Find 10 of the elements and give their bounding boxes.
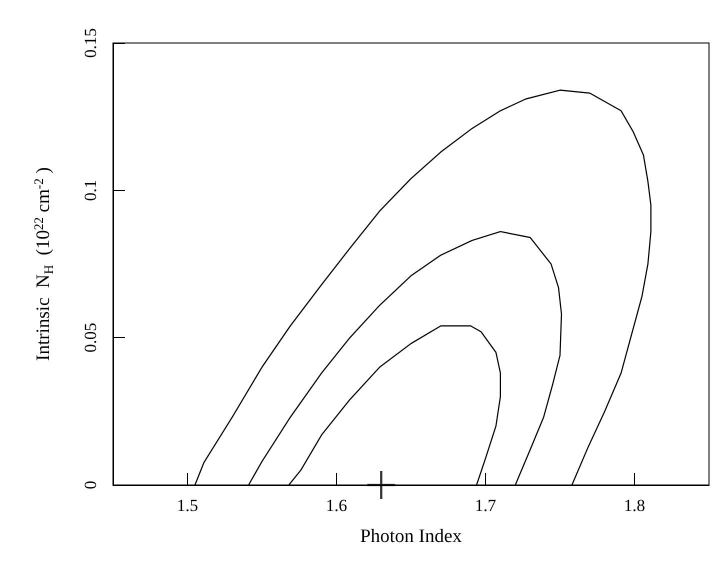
x-tick-label: 1.8: [624, 496, 646, 515]
y-tick-label: 0: [81, 480, 100, 490]
y-tick-label: 0.05: [81, 322, 100, 353]
x-tick-label: 1.7: [474, 496, 497, 515]
y-axis-title: Intrinsic NH (1022 cm-2 ): [31, 167, 56, 361]
x-axis-title: Photon Index: [360, 526, 462, 547]
x-tick-label: 1.6: [326, 496, 348, 515]
y-tick-label: 0.15: [81, 28, 100, 58]
x-tick-label: 1.5: [176, 496, 198, 515]
y-tick-label: 0.1: [81, 180, 100, 201]
